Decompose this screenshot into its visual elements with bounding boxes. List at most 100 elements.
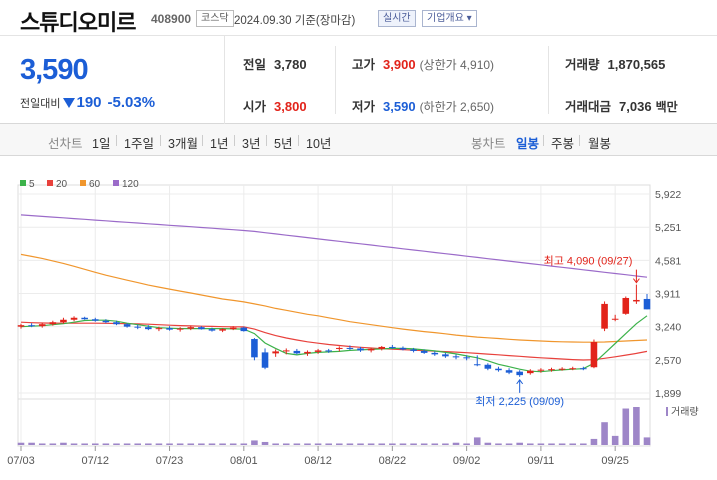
volume-bar [505, 443, 513, 445]
candlestick-chart[interactable]: 5,922 5,251 4,581 3,911 3,240 2,570 1,899 07/03… [0, 157, 717, 475]
candle-body [452, 356, 460, 358]
volume-bar [198, 443, 205, 445]
volume-bar [17, 442, 25, 445]
volume-bar [155, 443, 163, 445]
volume-bar [91, 443, 99, 445]
company-info-dropdown[interactable]: 기업개요 ▾ [422, 10, 477, 27]
range-3m[interactable]: 3개월 [168, 137, 198, 151]
legend-swatch [20, 180, 26, 186]
candle-body [60, 319, 67, 323]
range-1w[interactable]: 1주일 [124, 137, 154, 151]
down-arrow-icon [63, 98, 76, 108]
volume-stat: 거래량 1,870,565 [565, 54, 665, 73]
volume-bar [166, 443, 173, 445]
volume-bar [420, 443, 428, 445]
volume-bar [633, 407, 640, 445]
volume-bar [389, 443, 396, 445]
candle-body [633, 299, 640, 302]
x-tick-label: 07/23 [156, 455, 184, 467]
volume-bar [240, 443, 248, 445]
legend-swatch [113, 180, 119, 186]
candle-body [229, 327, 237, 330]
volume-bar [123, 443, 131, 445]
x-tick-label: 08/22 [379, 455, 407, 467]
y-tick-label: 4,581 [655, 255, 681, 267]
y-tick-label: 1,899 [655, 388, 681, 400]
volume-bar [463, 443, 470, 445]
period-weekly[interactable]: 주봉 [551, 137, 575, 151]
stock-header: 스튜디오미르 408900 코스닥 2024.09.30 기준(장마감) 실시간… [0, 0, 717, 36]
volume-bar [187, 443, 195, 445]
x-tick-label: 08/01 [230, 455, 258, 467]
candle-chart-label[interactable]: 봉차트 [471, 137, 506, 151]
high-value: 3,900 [383, 57, 416, 72]
y-tick-label: 5,922 [655, 189, 681, 201]
ma5-line [20, 315, 648, 373]
candle-body [240, 327, 248, 332]
high-label: 고가 [352, 58, 376, 72]
volume-bar [251, 440, 258, 445]
period-daily[interactable]: 일봉 [516, 137, 540, 151]
stock-code: 408900 [151, 12, 192, 26]
volume-bar [558, 443, 566, 445]
volume-plot-frame [17, 398, 651, 447]
stock-name[interactable]: 스튜디오미르 [20, 10, 136, 35]
divider [548, 46, 549, 114]
candle-body [548, 369, 555, 371]
candle-body [389, 346, 396, 348]
candle-body [601, 303, 608, 329]
volume-bar [28, 442, 35, 445]
divider [202, 135, 203, 146]
candle-body [484, 364, 492, 369]
volume-bar [346, 443, 354, 445]
candle-body [187, 327, 195, 329]
volume-bar [336, 443, 343, 445]
open-price: 시가 3,800 [243, 96, 307, 115]
volume-bar [622, 408, 630, 445]
chart-canvas[interactable]: 5,922 5,251 4,581 3,911 3,240 2,570 1,899 07/03… [0, 157, 717, 475]
volume-bar [399, 443, 407, 445]
volume-legend-swatch [666, 407, 668, 416]
divider [234, 135, 235, 146]
candle-body [325, 350, 332, 352]
base-date: 2024.09.30 기준(장마감) [234, 15, 356, 27]
change-amount: 190 [76, 94, 102, 111]
period-monthly[interactable]: 월봉 [588, 137, 612, 151]
volume-bar [611, 435, 619, 445]
candle-body [442, 354, 449, 357]
candle-body [261, 352, 269, 368]
candle-body [580, 368, 587, 370]
y-tick-label: 5,251 [655, 222, 681, 234]
high-arrow-head [632, 278, 640, 284]
prev-close-label: 전일 [243, 58, 267, 72]
range-5y[interactable]: 5년 [274, 137, 293, 151]
amount-stat: 거래대금 7,036 백만 [565, 96, 678, 115]
price-summary: 3,590 전일대비 190 -5.03% 전일 3,780 시가 3,800 고가 3,… [0, 36, 717, 124]
candle-body [123, 324, 131, 327]
candle-body [537, 369, 545, 371]
divider [160, 135, 161, 146]
volume-bar [325, 443, 332, 445]
volume-bar [176, 443, 184, 445]
candle-body [314, 350, 322, 352]
volume-bar [357, 443, 364, 445]
candle-body [505, 370, 513, 373]
range-10y[interactable]: 10년 [306, 137, 332, 151]
amount-label: 거래대금 [565, 100, 612, 114]
divider [579, 135, 580, 146]
candle-body [272, 351, 279, 354]
range-3y[interactable]: 3년 [242, 137, 261, 151]
legend-swatch [80, 180, 86, 186]
volume-bar [378, 443, 386, 445]
line-chart-label[interactable]: 선차트 [48, 137, 83, 151]
legend-label: 20 [56, 179, 68, 190]
change-percent: -5.03% [107, 94, 156, 111]
candle-body [91, 319, 99, 321]
volume-bar [548, 443, 555, 445]
range-1y[interactable]: 1년 [210, 137, 229, 151]
range-1d[interactable]: 1일 [92, 137, 111, 151]
candle-body [590, 342, 598, 368]
volume-bar [113, 443, 120, 445]
prev-close-value: 3,780 [274, 57, 307, 72]
realtime-button[interactable]: 실시간 [378, 10, 416, 27]
